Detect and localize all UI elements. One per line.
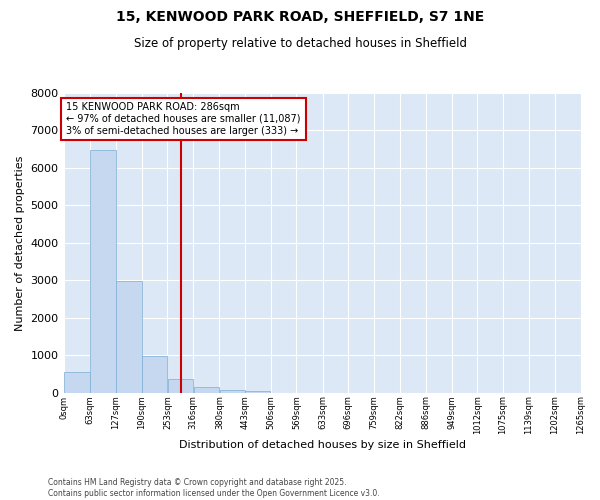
Y-axis label: Number of detached properties: Number of detached properties xyxy=(15,155,25,330)
Bar xyxy=(64,372,89,392)
Text: 15, KENWOOD PARK ROAD, SHEFFIELD, S7 1NE: 15, KENWOOD PARK ROAD, SHEFFIELD, S7 1NE xyxy=(116,10,484,24)
Bar xyxy=(220,390,245,392)
Text: Contains HM Land Registry data © Crown copyright and database right 2025.
Contai: Contains HM Land Registry data © Crown c… xyxy=(48,478,380,498)
Text: 15 KENWOOD PARK ROAD: 286sqm
← 97% of detached houses are smaller (11,087)
3% of: 15 KENWOOD PARK ROAD: 286sqm ← 97% of de… xyxy=(66,102,301,136)
Bar xyxy=(142,356,167,392)
Text: Size of property relative to detached houses in Sheffield: Size of property relative to detached ho… xyxy=(133,38,467,51)
Bar xyxy=(116,281,142,392)
Bar xyxy=(194,387,219,392)
Bar xyxy=(168,379,193,392)
Bar xyxy=(91,150,116,392)
Bar xyxy=(245,391,271,392)
X-axis label: Distribution of detached houses by size in Sheffield: Distribution of detached houses by size … xyxy=(179,440,466,450)
